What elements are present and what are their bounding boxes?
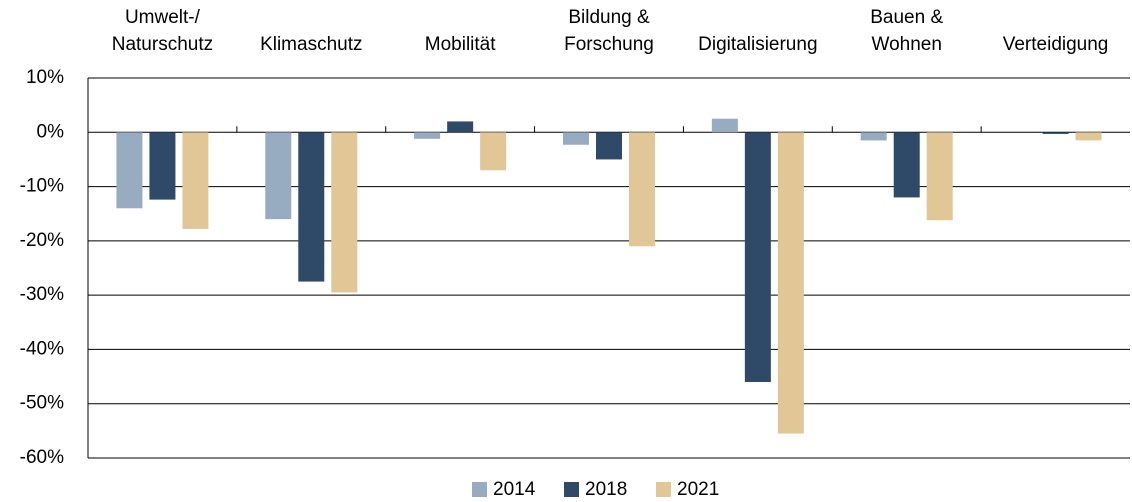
x-tick-label-line: Bauen & (870, 7, 943, 28)
x-tick-label-line: Klimaschutz (260, 34, 362, 55)
x-tick-label: Umwelt-/ Naturschutz (112, 7, 213, 55)
bar (711, 118, 738, 133)
bar (182, 132, 209, 229)
bar (777, 132, 804, 434)
bar (860, 132, 887, 141)
y-tick-label: -10% (20, 176, 64, 197)
bar (629, 132, 655, 247)
y-tick-label: -20% (20, 230, 64, 251)
bar (596, 132, 622, 160)
bar (298, 132, 325, 282)
bar (414, 132, 441, 139)
y-tick-label: 10% (26, 67, 64, 88)
legend-label: 2018 (585, 479, 627, 500)
legend-label: 2021 (677, 479, 719, 500)
y-tick-label: -30% (20, 284, 64, 305)
x-tick-label-line: Forschung (564, 34, 654, 55)
x-tick-label: Digitalisierung (698, 34, 817, 55)
x-tick-label-line: Digitalisierung (698, 34, 817, 55)
y-tick-label: 0% (37, 121, 65, 142)
x-tick-label-line: Bildung & (568, 7, 650, 28)
x-tick-label: Mobilität (425, 34, 496, 55)
legend-swatch (656, 482, 671, 497)
bar (265, 132, 292, 220)
bar (744, 132, 771, 382)
bar (447, 121, 474, 133)
bar (331, 132, 358, 293)
bar (149, 132, 176, 200)
bar (116, 132, 143, 209)
bar (1075, 132, 1102, 141)
x-tick-label: Verteidigung (1003, 34, 1109, 55)
x-tick-label: Bildung & Forschung (564, 7, 654, 55)
bar (893, 132, 920, 198)
x-tick-label-line: Mobilität (425, 34, 496, 55)
x-tick-label-line: Wohnen (871, 34, 941, 55)
y-tick-label: -40% (20, 338, 64, 359)
x-tick-label: Klimaschutz (260, 34, 362, 55)
bar (1042, 132, 1069, 134)
y-tick-label: -50% (20, 393, 64, 414)
x-tick-label-line: Verteidigung (1003, 34, 1109, 55)
bar (926, 132, 953, 221)
y-tick-label: -60% (20, 447, 64, 468)
legend-swatch (472, 482, 487, 497)
x-tick-label: Bauen & Wohnen (870, 7, 943, 55)
legend-label: 2014 (493, 479, 536, 500)
bar (480, 132, 507, 171)
x-tick-label-line: Umwelt-/ (125, 7, 201, 28)
x-tick-label-line: Naturschutz (112, 34, 213, 55)
legend-swatch (564, 482, 579, 497)
bar (563, 132, 589, 145)
